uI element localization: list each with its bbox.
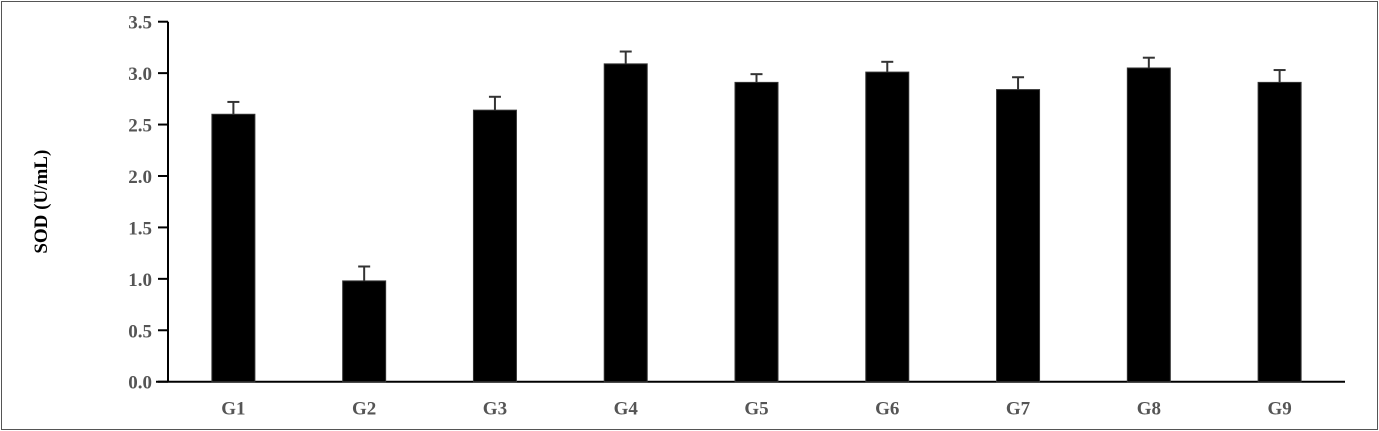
x-tick-label: G4 bbox=[614, 399, 639, 420]
x-tick-label: G1 bbox=[221, 399, 245, 420]
bar-g4 bbox=[603, 63, 648, 383]
y-tick-label: 1.5 bbox=[128, 218, 152, 239]
bar-g3 bbox=[472, 109, 517, 383]
x-tick-label: G9 bbox=[1267, 399, 1291, 420]
x-tick-label: G6 bbox=[875, 399, 899, 420]
y-tick-label: 1.0 bbox=[128, 270, 152, 291]
y-tick-label: 3.5 bbox=[128, 13, 152, 34]
bar-g7 bbox=[996, 89, 1041, 383]
x-tick-label: G8 bbox=[1137, 399, 1161, 420]
y-tick-label: 2.5 bbox=[128, 116, 152, 137]
bar-g8 bbox=[1126, 67, 1171, 383]
x-tick-label: G7 bbox=[1006, 399, 1031, 420]
bar-g6 bbox=[865, 71, 910, 383]
x-tick-label: G3 bbox=[483, 399, 507, 420]
y-tick-label: 0.0 bbox=[128, 373, 152, 394]
y-tick-label: 0.5 bbox=[128, 321, 152, 342]
bar-g2 bbox=[342, 280, 387, 383]
x-tick-label: G5 bbox=[744, 399, 768, 420]
bar-g5 bbox=[734, 81, 779, 383]
y-axis-label: SOD (U/mL) bbox=[31, 150, 52, 254]
y-tick-label: 3.0 bbox=[128, 64, 152, 85]
bar-g1 bbox=[211, 113, 256, 383]
y-tick-label: 2.0 bbox=[128, 167, 152, 188]
bar-g9 bbox=[1257, 81, 1302, 383]
x-tick-label: G2 bbox=[352, 399, 376, 420]
